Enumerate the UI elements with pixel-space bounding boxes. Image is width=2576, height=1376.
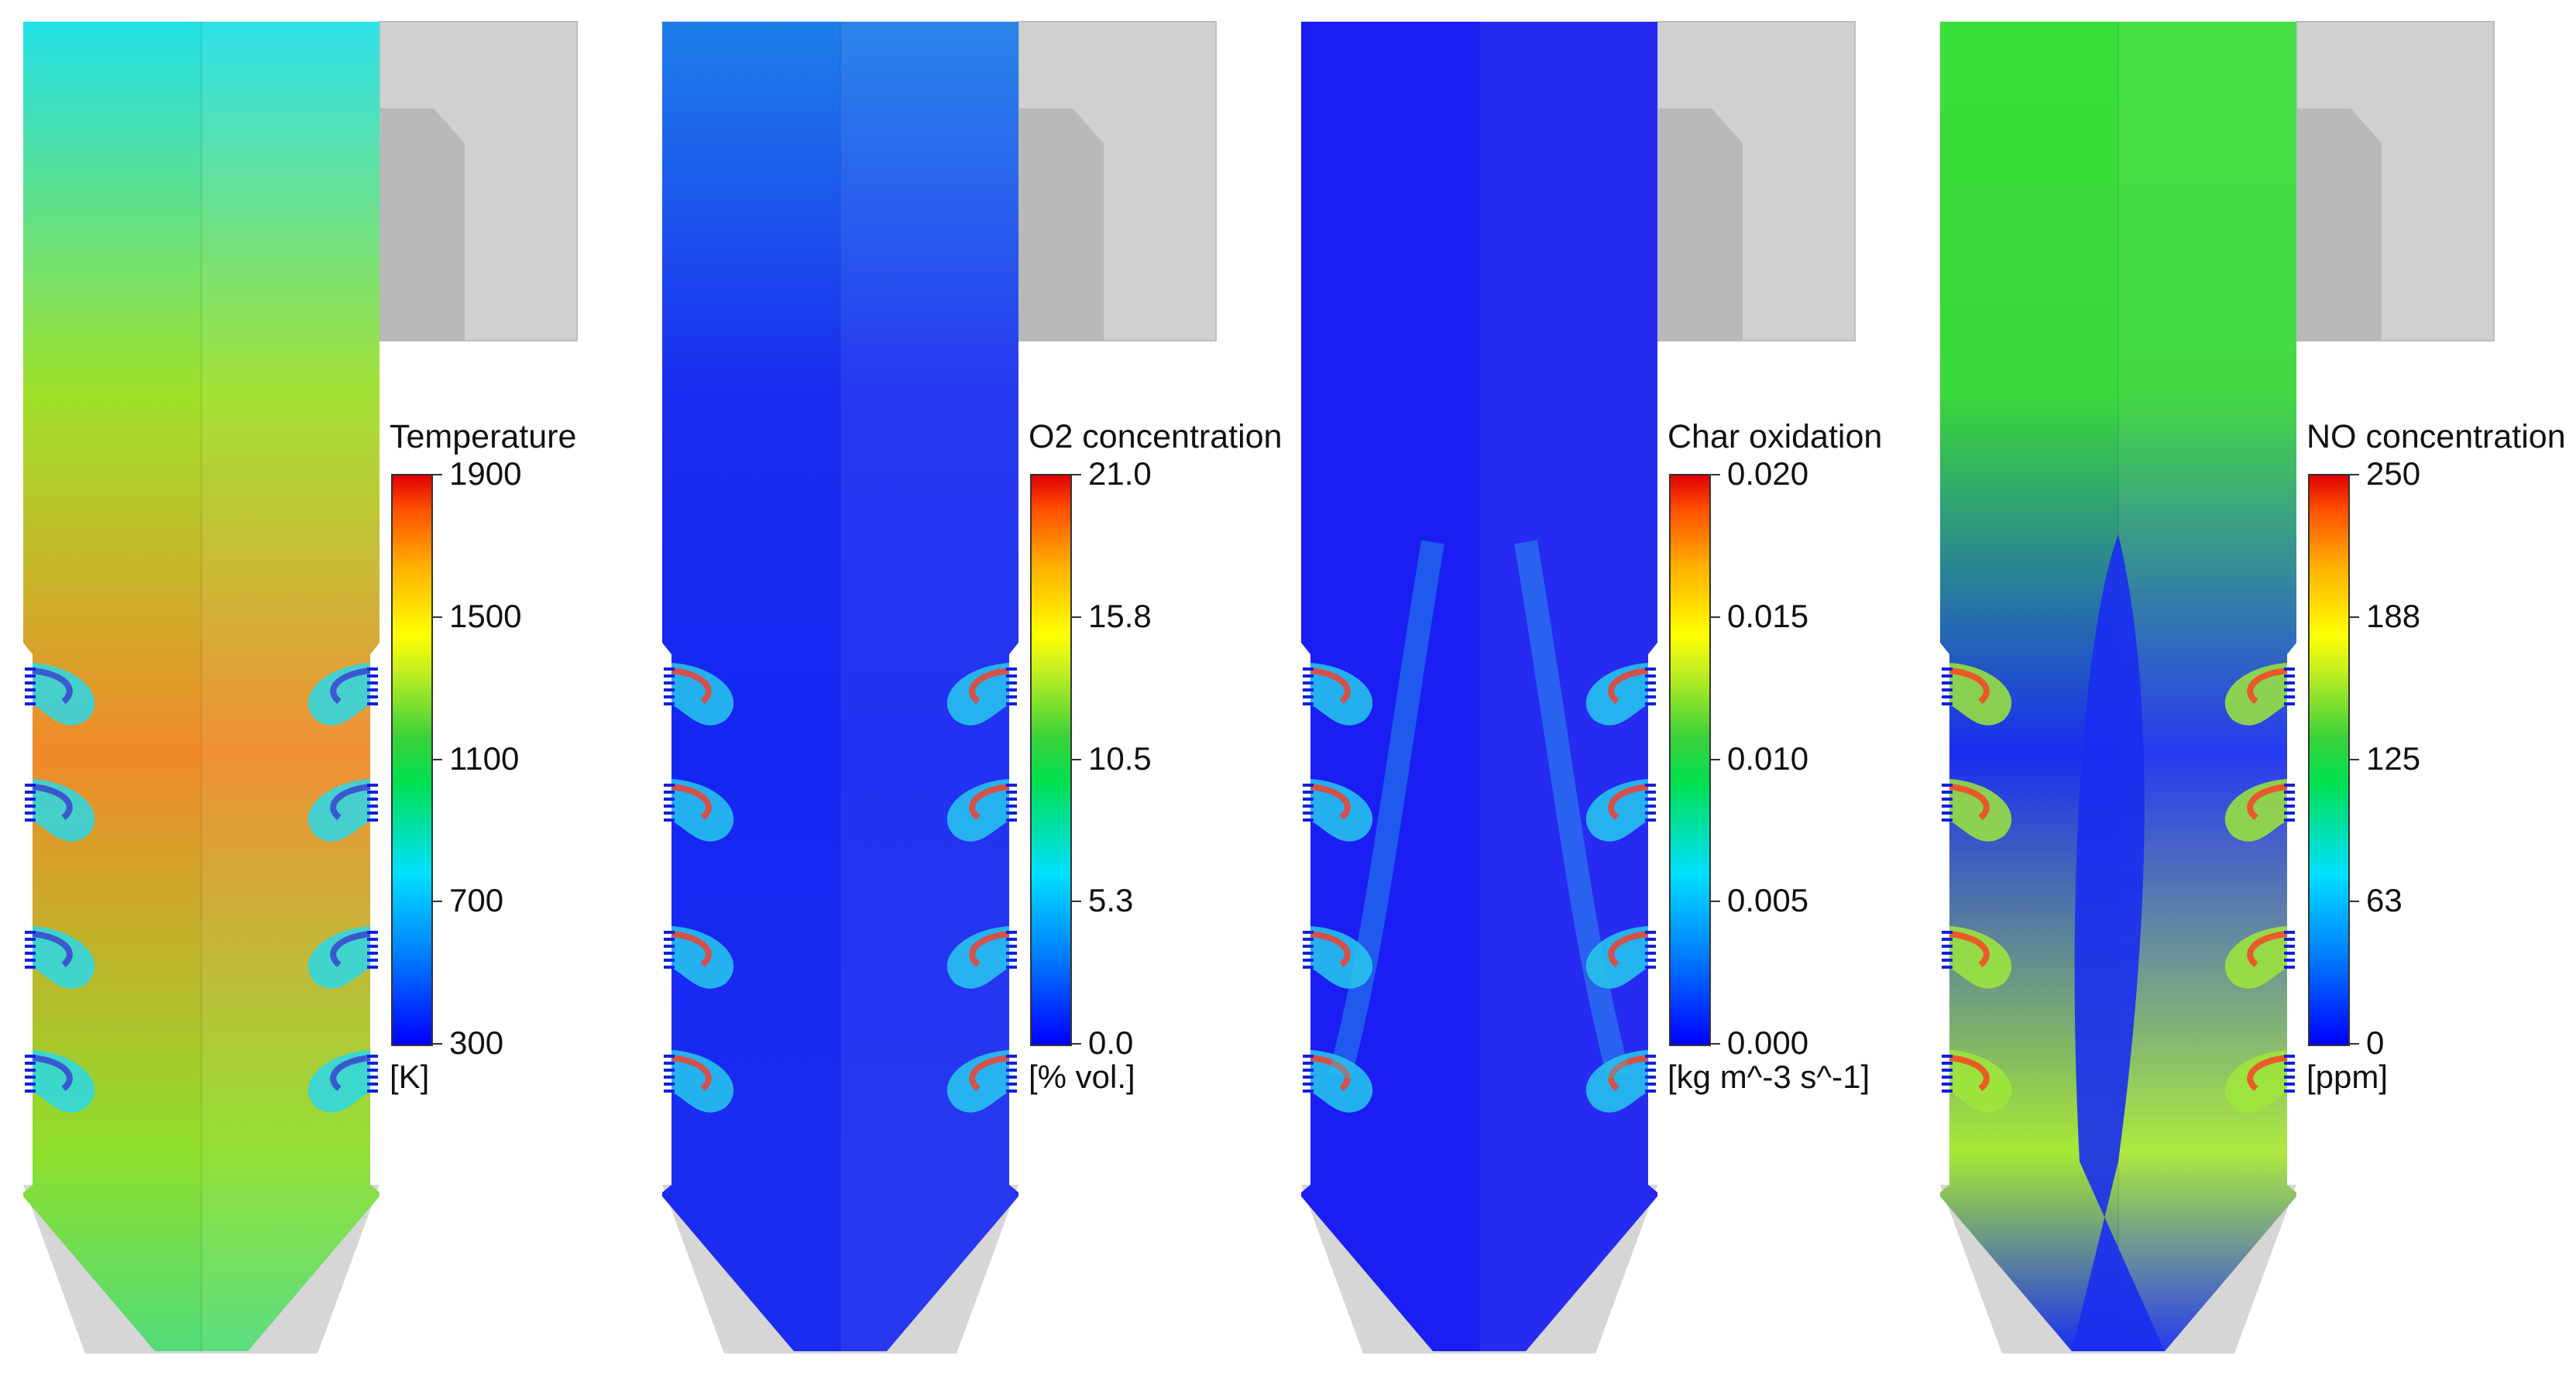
furnace-body (662, 22, 1018, 1351)
colorbar-tick-label: 0.000 (1727, 1024, 1809, 1061)
colorbar-tick-label: 0.020 (1727, 455, 1809, 492)
colorbar-tick (2348, 758, 2359, 760)
colorbar-temperature (391, 474, 433, 1046)
colorbar-tick (2348, 1043, 2359, 1045)
colorbar-tick-label: 125 (2366, 739, 2421, 777)
colorbar-tick (431, 474, 442, 475)
burner-plume (307, 1050, 370, 1113)
colorbar-tick (1709, 1043, 1720, 1045)
colorbar-unit: [ppm] (2306, 1059, 2389, 1095)
burner-plume (1949, 663, 2012, 726)
panel-no: NO concentration 250 188 125 63 0 [ppm] (1917, 0, 2566, 1376)
colorbar-tick (1070, 616, 1081, 618)
burner-plume (33, 926, 95, 989)
colorbar-tick-label: 300 (449, 1024, 504, 1061)
burner-plume (671, 1050, 734, 1113)
burner-plume (1310, 779, 1373, 842)
colorbar-tick-label: 0.0 (1088, 1024, 1134, 1061)
colorbar-tick-label: 1900 (449, 455, 522, 492)
colorbar-tick-label: 21.0 (1088, 455, 1152, 492)
burner-plume (2224, 779, 2287, 842)
colorbar-tick-label: 63 (2366, 882, 2403, 919)
colorbar-title: NO concentration (2306, 418, 2566, 455)
furnace-body (23, 22, 380, 1351)
burner-plume (946, 663, 1009, 726)
burner-plume (1949, 1050, 2012, 1113)
burner-plume (2224, 663, 2287, 726)
burner-plume (946, 926, 1009, 989)
colorbar-tick (1709, 474, 1720, 475)
colorbar-tick-label: 188 (2366, 597, 2421, 634)
burner-plume (1310, 663, 1373, 726)
colorbar-char (1669, 474, 1711, 1046)
burner-plume (2224, 1050, 2287, 1113)
burner-plume (307, 779, 370, 842)
burner-plume (1585, 1050, 1648, 1113)
colorbar-tick-label: 10.5 (1088, 739, 1152, 777)
colorbar-tick-label: 1500 (449, 597, 522, 634)
colorbar-tick (431, 758, 442, 760)
burner-plume (1310, 926, 1373, 989)
panel-temperature: Temperature 1900 1500 1100 700 300 [K] (0, 0, 620, 1376)
burner-plume (671, 779, 734, 842)
panel-o2: O2 concentration 21.0 15.8 10.5 5.3 0.0 [% vol… (639, 0, 1282, 1376)
colorbar-title: Char oxidation (1668, 418, 1883, 455)
colorbar-tick (1070, 474, 1081, 475)
colorbar-tick (431, 901, 442, 903)
furnace-contour-temperature (23, 21, 578, 1354)
burner-plume (33, 779, 95, 842)
colorbar-tick (1709, 901, 1720, 903)
furnace-contour-char (1301, 21, 1856, 1354)
colorbar-tick (1070, 901, 1081, 903)
burner-plume (1585, 663, 1648, 726)
panel-char: Char oxidation 0.020 0.015 0.010 0.005 0.000[… (1278, 0, 1898, 1376)
furnace-body (1301, 22, 1657, 1351)
colorbar-tick (1070, 1043, 1081, 1045)
burner-plume (946, 779, 1009, 842)
colorbar-tick (2348, 474, 2359, 475)
colorbar-tick-label: 5.3 (1088, 882, 1134, 919)
colorbar-unit: [kg m^-3 s^-1] (1668, 1059, 1870, 1095)
burner-plume (1949, 926, 2012, 989)
colorbar-o2 (1030, 474, 1072, 1046)
colorbar-tick (1709, 616, 1720, 618)
burner-plume (307, 663, 370, 726)
colorbar-title: Temperature (390, 418, 577, 455)
burner-plume (307, 926, 370, 989)
colorbar-tick (431, 1043, 442, 1045)
furnace-contour-no (1940, 21, 2495, 1354)
burner-plume (33, 1050, 95, 1113)
colorbar-unit: [K] (390, 1059, 430, 1095)
colorbar-tick (1070, 758, 1081, 760)
colorbar-tick-label: 15.8 (1088, 597, 1152, 634)
burner-plume (946, 1050, 1009, 1113)
colorbar-tick-label: 0.005 (1727, 882, 1809, 919)
burner-plume (671, 663, 734, 726)
colorbar-tick-label: 0.015 (1727, 597, 1809, 634)
burner-plume (1585, 926, 1648, 989)
colorbar-tick-label: 1100 (449, 739, 520, 777)
furnace-contour-o2 (662, 21, 1217, 1354)
burner-plume (1310, 1050, 1373, 1113)
colorbar-no (2308, 474, 2350, 1046)
colorbar-tick-label: 0 (2366, 1024, 2385, 1061)
colorbar-tick-label: 0.010 (1727, 739, 1809, 777)
burner-plume (671, 926, 734, 989)
colorbar-tick-label: 700 (449, 882, 504, 919)
burner-plume (33, 663, 95, 726)
colorbar-title: O2 concentration (1029, 418, 1283, 455)
colorbar-tick (431, 616, 442, 618)
burner-plume (2224, 926, 2287, 989)
burner-plume (1949, 779, 2012, 842)
burner-plume (1585, 779, 1648, 842)
colorbar-tick-label: 250 (2366, 455, 2421, 492)
colorbar-unit: [% vol.] (1029, 1059, 1135, 1095)
colorbar-tick (1709, 758, 1720, 760)
colorbar-tick (2348, 616, 2359, 618)
colorbar-tick (2348, 901, 2359, 903)
